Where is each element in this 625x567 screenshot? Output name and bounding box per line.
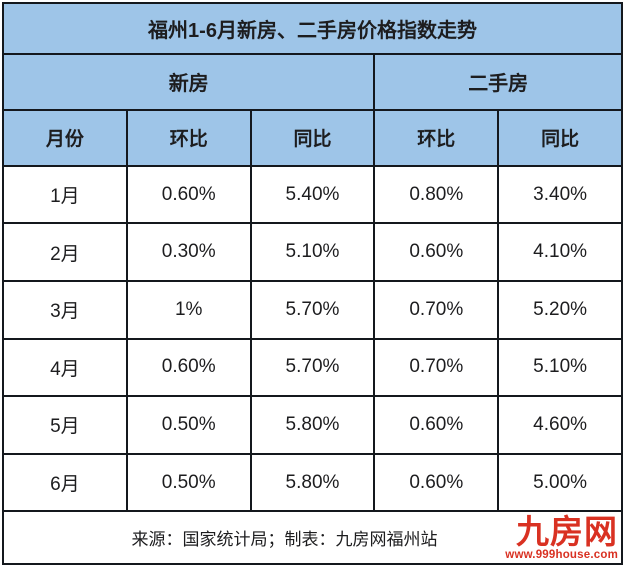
column-header-secondhand-mom: 环比: [373, 109, 500, 167]
value-cell: 5.40%: [249, 164, 376, 225]
value-cell: 0.30%: [125, 222, 252, 282]
value-cell: 0.80%: [373, 164, 500, 225]
month-cell: 6月: [2, 452, 128, 513]
jiufangwang-logo: 九房网 www.999house.com: [505, 515, 618, 562]
value-cell: 0.60%: [373, 222, 500, 282]
value-cell: 0.70%: [373, 279, 500, 340]
value-cell: 4.60%: [497, 395, 623, 455]
table-row-may: 5月 0.50% 5.80% 0.60% 4.60%: [2, 395, 623, 455]
group-header-secondhand-housing: 二手房: [373, 52, 623, 112]
value-cell: 5.20%: [497, 279, 623, 340]
table-title: 福州1-6月新房、二手房价格指数走势: [2, 2, 623, 55]
footer-row: 来源：国家统计局；制表：九房网福州站 九房网 www.999house.com: [2, 510, 623, 565]
logo-wordmark: 九房网: [516, 512, 618, 550]
logo-website-url: www.999house.com: [505, 548, 618, 561]
month-cell: 3月: [2, 279, 128, 340]
table-row-feb: 2月 0.30% 5.10% 0.60% 4.10%: [2, 222, 623, 282]
table-row-jun: 6月 0.50% 5.80% 0.60% 5.00%: [2, 452, 623, 513]
value-cell: 4.10%: [497, 222, 623, 282]
value-cell: 0.50%: [125, 395, 252, 455]
table-row-jan: 1月 0.60% 5.40% 0.80% 3.40%: [2, 164, 623, 225]
value-cell: 0.60%: [373, 395, 500, 455]
source-text: 来源：国家统计局；制表：九房网福州站: [131, 529, 438, 549]
value-cell: 1%: [125, 279, 252, 340]
month-cell: 5月: [2, 395, 128, 455]
value-cell: 0.60%: [125, 337, 252, 398]
table-row-apr: 4月 0.60% 5.70% 0.70% 5.10%: [2, 337, 623, 398]
value-cell: 5.70%: [249, 279, 376, 340]
group-header-row: 新房 二手房: [1, 52, 623, 112]
value-cell: 5.10%: [249, 222, 376, 282]
value-cell: 5.80%: [249, 395, 376, 455]
value-cell: 0.60%: [125, 164, 252, 225]
month-cell: 2月: [2, 222, 128, 282]
value-cell: 5.70%: [249, 337, 376, 398]
month-cell: 1月: [2, 164, 128, 225]
column-header-month: 月份: [2, 109, 128, 167]
value-cell: 0.60%: [373, 452, 500, 513]
column-header-secondhand-yoy: 同比: [497, 109, 623, 167]
column-header-new-mom: 环比: [125, 109, 252, 167]
column-header-new-yoy: 同比: [249, 109, 376, 167]
value-cell: 3.40%: [497, 164, 623, 225]
value-cell: 5.10%: [497, 337, 623, 398]
month-cell: 4月: [2, 337, 128, 398]
value-cell: 5.00%: [497, 452, 623, 513]
value-cell: 5.80%: [249, 452, 376, 513]
group-header-new-housing: 新房: [1, 52, 376, 112]
table-row-mar: 3月 1% 5.70% 0.70% 5.20%: [2, 279, 623, 340]
value-cell: 0.50%: [125, 452, 252, 513]
value-cell: 0.70%: [373, 337, 500, 398]
column-header-row: 月份 环比 同比 环比 同比: [2, 109, 623, 167]
table-footer: 来源：国家统计局；制表：九房网福州站 九房网 www.999house.com: [2, 510, 623, 565]
title-row: 福州1-6月新房、二手房价格指数走势: [2, 2, 623, 55]
